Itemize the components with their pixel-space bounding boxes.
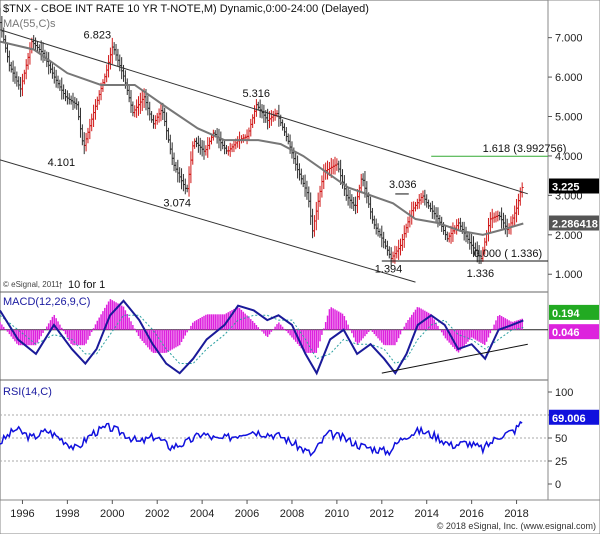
rsi-value-badge-bg — [549, 409, 599, 425]
price-annotation: 1.618 (3.992756) — [483, 143, 567, 155]
x-tick-label: 1996 — [10, 508, 34, 520]
price-plot: 6.823 5.316 4.101 3.074 3.036 1.394 1.336 0.000… — [0, 7, 567, 283]
esignal-credit: © 2018 eSignal, Inc. (www.esignal.com) — [437, 521, 596, 531]
rsi-plot — [0, 414, 548, 462]
price-y-tick-label: 7.000 — [555, 33, 583, 45]
last-price-badge-bg — [549, 178, 599, 194]
price-annotation: 3.074 — [163, 197, 191, 209]
ratio-label: 10 for 1 — [68, 279, 105, 291]
price-y-tick-label: 2.000 — [555, 230, 583, 242]
macd-value-badge: 0.194 — [552, 308, 580, 320]
rsi-y-tick-label: 50 — [555, 433, 567, 445]
price-annotation: 3.036 — [389, 179, 417, 191]
axes: 1.0002.0003.0004.0005.0006.0007.00002550… — [10, 33, 599, 520]
price-annotation: 6.823 — [84, 30, 112, 42]
price-annotation: 0.000 ( 1.336) — [474, 248, 543, 260]
x-tick-label: 1998 — [55, 508, 79, 520]
signal-value-badge: 0.046 — [552, 327, 580, 339]
price-annotation: 1.336 — [467, 268, 495, 280]
x-tick-label: 2008 — [280, 508, 304, 520]
rsi-title: RSI(14,C) — [3, 386, 52, 398]
macd-title: MACD(12,26,9,C) — [3, 296, 90, 308]
ma-value-badge-bg — [549, 215, 599, 231]
price-y-tick-label: 5.000 — [555, 112, 583, 124]
macd-value-badge-bg — [549, 304, 599, 320]
price-y-tick-label: 1.000 — [555, 269, 583, 281]
ratio-arrow-icon: ↑ — [58, 279, 64, 291]
rsi-y-tick-label: 25 — [555, 456, 567, 468]
ma-legend: MA(55,C)s — [3, 18, 56, 30]
macd-plot — [0, 299, 548, 376]
price-annotation: 5.316 — [243, 88, 271, 100]
price-annotation: 1.394 — [375, 264, 403, 276]
rsi-y-tick-label: 100 — [555, 387, 573, 399]
channel-upper-line — [0, 29, 528, 195]
x-tick-label: 2018 — [504, 508, 528, 520]
price-y-tick-label: 6.000 — [555, 72, 583, 84]
macd-divergence-line — [381, 343, 528, 374]
rsi-panel-frame — [0, 379, 549, 501]
price-annotation: 4.101 — [48, 157, 76, 169]
price-y-tick-label: 4.000 — [555, 151, 583, 163]
x-tick-label: 2000 — [100, 508, 124, 520]
x-tick-label: 2004 — [190, 508, 214, 520]
x-tick-label: 2016 — [459, 508, 483, 520]
x-tick-label: 2010 — [325, 508, 349, 520]
last-price-badge: 3.225 — [552, 182, 580, 194]
rsi-y-tick-label: 0 — [555, 479, 561, 491]
ma-value-badge: 2.286418 — [552, 219, 598, 231]
copyright-label: © eSignal, 2011 — [3, 280, 60, 289]
chart-title: $TNX - CBOE INT RATE 10 YR T-NOTE,M) Dyn… — [3, 3, 369, 15]
macd-line — [0, 299, 524, 376]
ma55-line — [0, 40, 524, 236]
bottom-axis-frame — [0, 499, 600, 534]
signal-value-badge-bg — [549, 324, 599, 340]
price-panel-frame — [0, 0, 549, 293]
x-tick-label: 2006 — [235, 508, 259, 520]
x-tick-label: 2012 — [370, 508, 394, 520]
x-tick-label: 2002 — [145, 508, 169, 520]
rsi-value-badge: 69.006 — [552, 413, 586, 425]
x-tick-label: 2014 — [414, 508, 438, 520]
rsi-line — [0, 420, 523, 457]
channel-lower-line — [0, 159, 416, 283]
